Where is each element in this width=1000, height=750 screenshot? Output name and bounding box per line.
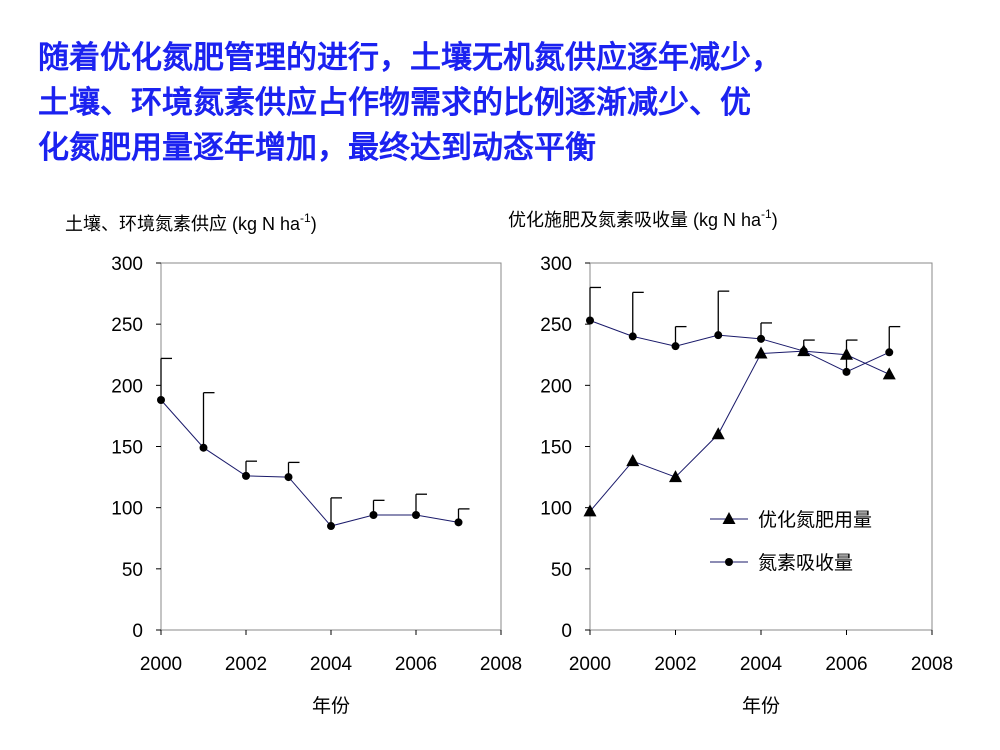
data-point-triangle [626,454,640,467]
x-axis-label: 年份 [742,695,780,717]
plot-frame [589,262,933,631]
data-point-triangle [754,346,768,359]
y-tick-label: 50 [122,560,143,581]
x-tick-label: 2000 [140,654,182,675]
y-tick-label: 300 [540,254,572,275]
y-tick-label: 0 [561,621,572,642]
series-line [589,320,890,373]
data-point-circle [714,331,723,340]
y-axis-label: 优化施肥及氮素吸收量 (kg N ha-1) [508,207,778,230]
chart-2: 0 50 100 150 200 250 300 2000 2002 2004 2006 2008 优化… [508,207,953,717]
data-point-circle [586,316,594,325]
y-tick-label: 50 [551,560,572,581]
y-tick-label: 200 [540,376,572,397]
data-point-circle [628,332,637,341]
x-tick-label: 2006 [395,654,437,675]
x-tick-label: 2002 [654,654,696,675]
data-point-triangle [711,427,725,440]
data-point-circle [842,367,851,376]
series-line [589,350,890,512]
data-point-circle [885,348,894,357]
x-tick-label: 2008 [480,654,522,675]
y-tick-label: 250 [540,315,572,336]
data-point-circle [671,342,680,351]
legend-marker-circle [725,558,733,566]
data-point-circle [412,511,420,520]
series-2 [586,286,901,376]
data-point-triangle [583,504,597,517]
x-tick-label: 2002 [225,654,267,675]
data-point-circle [799,347,808,356]
y-tick-label: 200 [111,376,143,397]
page-headline: 随着优化氮肥管理的进行，土壤无机氮供应逐年减少， 土壤、环境氮素供应占作物需求的… [38,36,978,171]
y-tick-label: 150 [540,438,572,459]
data-point-circle [454,518,463,527]
y-axis-label: 土壤、环境氮素供应 (kg N ha-1) [65,211,317,234]
x-tick-label: 2008 [911,654,953,675]
data-point-triangle [882,367,896,380]
series-1 [157,357,470,531]
data-point-circle [327,522,335,531]
x-tick-label: 2004 [740,654,783,675]
data-point-circle [242,471,250,480]
data-point-circle [369,511,378,520]
y-tick-label: 150 [111,438,143,459]
chart-1: 0 50 100 150 200 250 300 2000 2002 2004 2006 2008 土壤… [65,211,522,717]
headline-line-2: 土壤、环境氮素供应占作物需求的比例逐渐减少、优 [38,85,751,121]
y-tick-label: 300 [111,254,143,275]
series-line [160,399,459,527]
x-tick-label: 2006 [825,654,867,675]
headline-line-3: 化氮肥用量逐年增加，最终达到动态平衡 [38,130,596,166]
y-tick-label: 250 [111,315,143,336]
plot-frame [160,262,502,631]
data-point-circle [157,396,165,405]
legend-marker-triangle [722,512,736,524]
x-tick-label: 2004 [310,654,353,675]
y-tick-label: 0 [132,621,143,642]
legend-label: 优化氮肥用量 [758,509,872,531]
data-point-circle [199,443,208,452]
data-point-circle [757,334,765,343]
y-tick-label: 100 [111,499,143,520]
legend-label: 氮素吸收量 [758,552,853,574]
data-point-circle [284,473,293,482]
data-point-triangle [669,470,682,483]
x-tick-label: 2000 [569,654,611,675]
x-axis-label: 年份 [312,695,350,717]
y-tick-label: 100 [540,499,572,520]
headline-line-1: 随着优化氮肥管理的进行，土壤无机氮供应逐年减少， [38,40,782,76]
